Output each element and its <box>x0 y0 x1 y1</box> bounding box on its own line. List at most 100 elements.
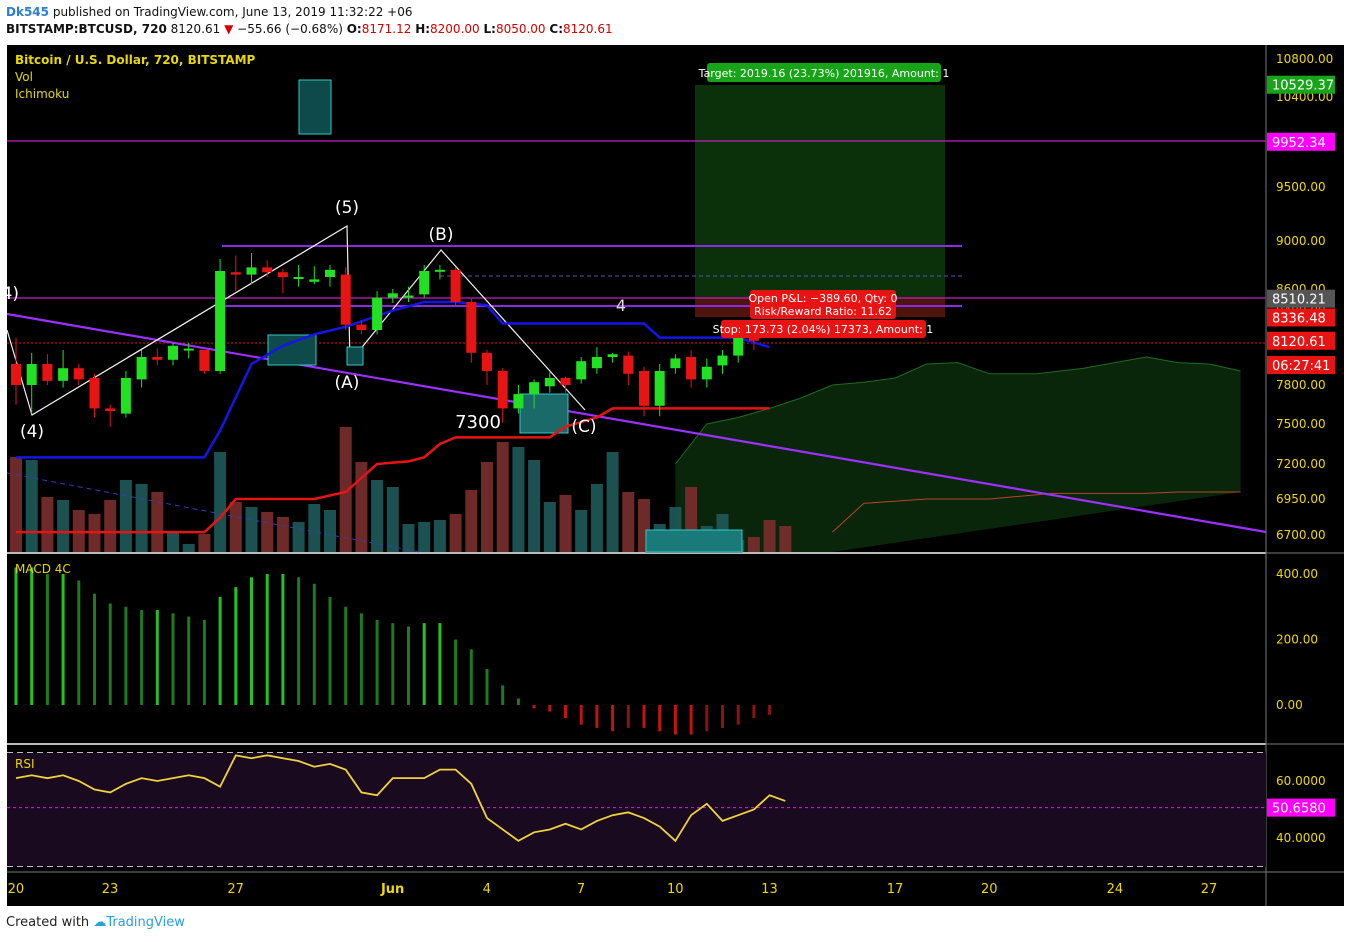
high-value: 8200.00 <box>430 22 480 36</box>
price-axis[interactable] <box>1266 45 1344 872</box>
volume-bar <box>606 452 619 552</box>
volume-bar <box>10 457 22 552</box>
macd-bar <box>281 574 285 705</box>
macd-bar <box>250 577 253 705</box>
macd-bar <box>532 705 536 709</box>
macd-bar <box>752 705 756 719</box>
volume-bar <box>669 507 682 552</box>
tenkan-line <box>16 300 770 459</box>
price-tick-label: 10400.00 <box>1276 90 1333 104</box>
wave-label: (4) <box>20 422 44 442</box>
price-tick-label: 7200.00 <box>1276 457 1326 471</box>
candle-body <box>372 297 383 331</box>
candle-body <box>340 274 351 325</box>
macd-bar <box>312 583 316 705</box>
cyan-box <box>346 346 364 366</box>
candle-body <box>26 364 37 385</box>
candle-body <box>199 350 210 371</box>
chart-title: Bitcoin / U.S. Dollar, 720, BITSTAMP <box>15 53 256 67</box>
footer: Created with ☁TradingView <box>6 915 185 930</box>
volume-bar <box>276 517 289 552</box>
candle-body <box>262 267 273 273</box>
candle-body <box>215 271 226 371</box>
volume-bar <box>245 507 258 552</box>
candle-body <box>277 272 288 277</box>
count-note: 4 <box>616 296 626 315</box>
legend-rsi[interactable]: RSI <box>15 757 35 771</box>
legend-macd[interactable]: MACD 4C <box>15 562 71 576</box>
macd-tick-label: 0.00 <box>1276 698 1303 712</box>
low-label: L: <box>483 22 496 36</box>
macd-bar <box>297 577 301 705</box>
volume-bar <box>41 497 54 552</box>
price-note: 7300 <box>455 412 501 433</box>
macd-bar <box>375 619 379 705</box>
macd-bar <box>155 610 159 705</box>
dashed-trendline <box>6 472 421 553</box>
macd-bar <box>422 623 426 705</box>
price-axis-label-box <box>1267 331 1335 350</box>
time-tick-label: 10 <box>667 882 684 897</box>
macd-bar <box>579 705 583 725</box>
volume-bar <box>25 460 38 552</box>
candle-body <box>136 357 147 380</box>
macd-bar <box>595 705 599 728</box>
high-label: H: <box>415 22 431 36</box>
price-pane[interactable] <box>7 45 1266 552</box>
volume-bar <box>151 492 164 552</box>
senkou-a-line <box>675 356 1241 465</box>
macd-bar <box>626 705 630 728</box>
macd-bar <box>14 567 18 705</box>
symbol-label: BITSTAMP:BTCUSD, 720 <box>6 22 167 36</box>
time-tick-label: 20 <box>8 882 25 897</box>
candle-body <box>105 408 116 411</box>
macd-bar <box>501 685 505 705</box>
macd-bar <box>516 698 520 705</box>
macd-bar <box>391 623 395 705</box>
macd-bar <box>187 616 191 705</box>
price-tick-label: 6700.00 <box>1276 528 1326 542</box>
candle-body <box>497 371 508 409</box>
last-price: 8120.61 <box>170 22 221 36</box>
price-tick-label: 7800.00 <box>1276 378 1326 392</box>
macd-bar <box>642 705 646 728</box>
legend-vol[interactable]: Vol <box>15 70 33 84</box>
volume-bar <box>638 499 650 552</box>
macd-bar <box>721 705 724 728</box>
price-tick-label: 8600.00 <box>1276 282 1326 296</box>
volume-bar <box>104 500 117 552</box>
price-tick-label: 8100.00 <box>1276 336 1326 350</box>
macd-bar <box>689 705 693 735</box>
candle-body <box>686 357 697 380</box>
legend-ichimoku[interactable]: Ichimoku <box>15 87 70 101</box>
publish-info: published on TradingView.com, June 13, 2… <box>52 5 413 19</box>
cyan-box <box>298 79 332 135</box>
macd-bar <box>611 705 615 732</box>
time-tick-label: 7 <box>577 882 585 897</box>
tradingview-brand[interactable]: TradingView <box>106 915 185 930</box>
rsi-pane[interactable] <box>7 745 1266 872</box>
rsi-tick-label: 60.0000 <box>1276 774 1326 788</box>
time-axis[interactable] <box>7 872 1344 906</box>
price-tick-label: 7500.00 <box>1276 417 1326 431</box>
volume-bar <box>371 480 384 552</box>
volume-bar <box>308 504 321 552</box>
pnl-label: Open P&L: −389.60, Qty: 0 <box>749 292 898 305</box>
rsi-axis-label: 50.6580 <box>1272 802 1326 817</box>
time-tick-label: Jun <box>380 882 404 897</box>
open-label: O: <box>346 22 362 36</box>
price-axis-label: 8510.21 <box>1272 293 1326 308</box>
volume-bar <box>575 510 588 552</box>
macd-bar <box>344 606 348 705</box>
macd-bar <box>140 610 144 705</box>
candle-body <box>42 364 53 381</box>
macd-tick-label: 400.00 <box>1276 567 1318 581</box>
macd-pane[interactable] <box>7 554 1266 743</box>
volume-bar <box>292 522 305 552</box>
author-name[interactable]: Dk545 <box>6 5 49 19</box>
wave-label: (C) <box>571 417 596 437</box>
price-change: −55.66 (−0.68%) <box>237 22 343 36</box>
volume-bar <box>481 462 493 552</box>
candle-body <box>544 378 555 387</box>
